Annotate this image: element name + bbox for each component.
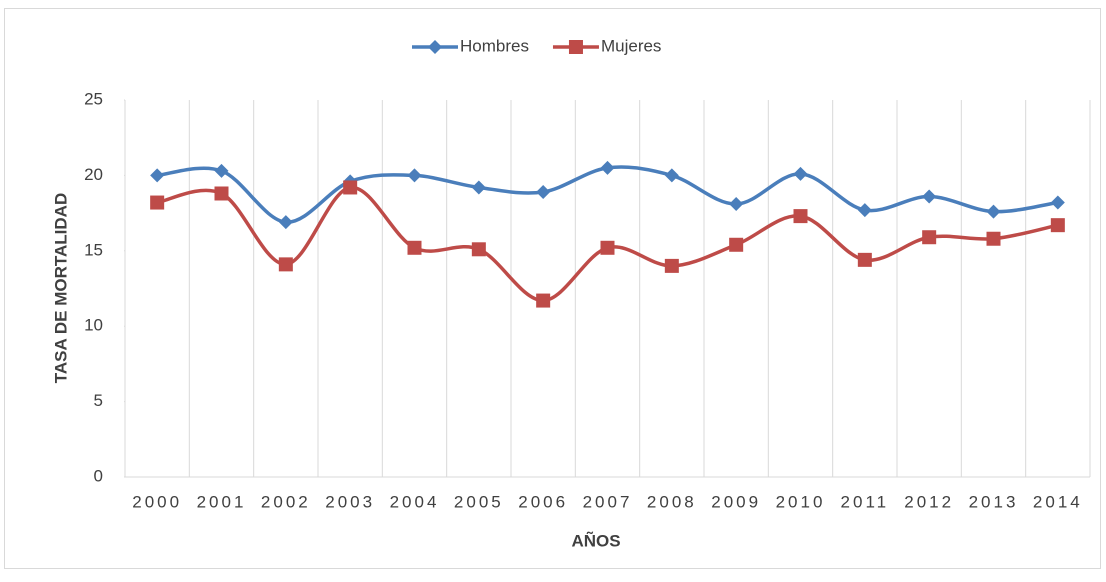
marker (1050, 218, 1065, 233)
marker (536, 293, 551, 308)
marker (600, 160, 615, 175)
x-tick-label: 2001 (197, 492, 247, 511)
marker (278, 257, 293, 272)
marker (407, 240, 422, 255)
x-tick-label: 2011 (841, 492, 890, 511)
marker (986, 231, 1001, 246)
x-tick-label: 2006 (518, 492, 568, 511)
y-tick-label: 0 (94, 466, 103, 485)
x-tick-label: 2010 (776, 492, 826, 511)
marker (536, 184, 551, 199)
x-tick-label: 2008 (647, 492, 697, 511)
marker (150, 168, 165, 183)
marker (428, 40, 442, 54)
y-tick-label: 5 (94, 391, 103, 410)
marker (664, 168, 679, 183)
marker (150, 195, 165, 210)
legend-label: Mujeres (601, 36, 661, 55)
y-tick-label: 25 (84, 89, 103, 108)
marker (407, 168, 422, 183)
x-tick-label: 2003 (325, 492, 375, 511)
y-tick-label: 10 (84, 316, 103, 335)
marker (214, 163, 229, 178)
y-tick-label: 15 (84, 240, 103, 259)
x-tick-label: 2013 (969, 492, 1019, 511)
marker (1050, 195, 1065, 210)
marker (471, 180, 486, 195)
chart-border (4, 8, 1101, 569)
legend-label: Hombres (460, 36, 529, 55)
x-tick-label: 2009 (711, 492, 761, 511)
x-tick-label: 2014 (1033, 492, 1083, 511)
marker (278, 215, 293, 230)
x-axis-title: AÑOS (571, 530, 620, 550)
x-tick-label: 2007 (583, 492, 633, 511)
x-tick-label: 2000 (132, 492, 182, 511)
marker (857, 252, 872, 267)
marker (793, 209, 808, 224)
y-axis-title: TASA DE MORTALIDAD (51, 193, 70, 383)
marker (922, 230, 937, 245)
x-tick-label: 2002 (261, 492, 311, 511)
marker (600, 240, 615, 255)
marker (471, 242, 486, 257)
marker (568, 40, 583, 54)
y-tick-label: 20 (84, 165, 103, 184)
x-tick-label: 2005 (454, 492, 504, 511)
marker (664, 258, 679, 273)
marker (793, 166, 808, 181)
marker (214, 186, 229, 201)
marker (729, 237, 744, 252)
x-tick-label: 2012 (904, 492, 954, 511)
marker (986, 204, 1001, 219)
series-line (156, 185, 1059, 303)
marker (857, 203, 872, 218)
marker (922, 189, 937, 204)
marker (729, 197, 744, 212)
x-tick-label: 2004 (390, 492, 440, 511)
marker (343, 180, 358, 195)
